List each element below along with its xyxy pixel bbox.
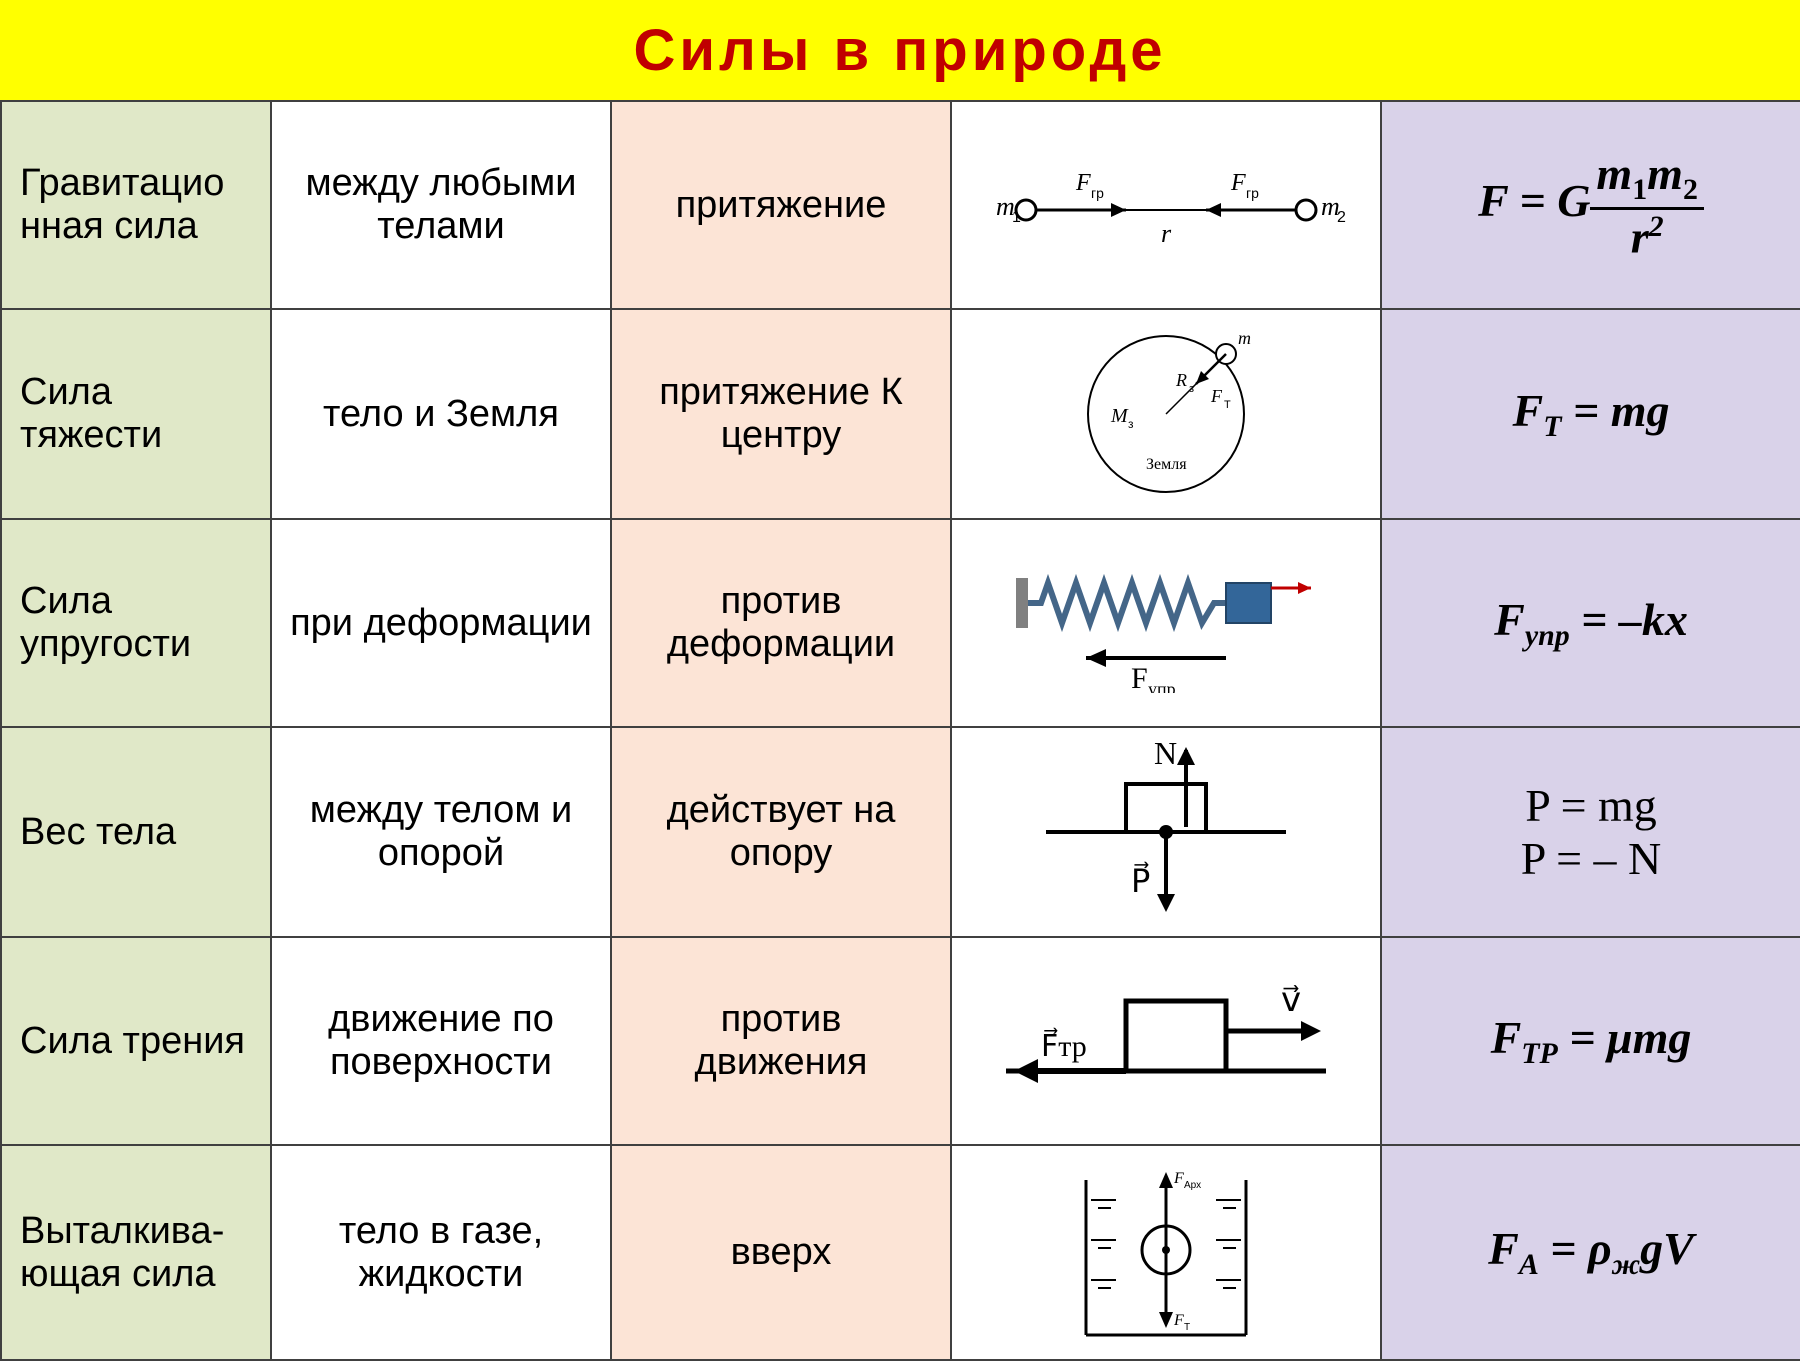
force-when: при деформации [271,519,611,727]
force-formula: P = mgP = – N [1381,727,1800,937]
weight-diagram-icon: N P⃗ [1026,732,1306,922]
svg-text:T: T [1184,1322,1190,1333]
force-when: движение по поверхности [271,937,611,1145]
svg-text:F⃗тр: F⃗тр [1041,1028,1087,1063]
force-formula: F = Gm1m2r2 [1381,101,1800,309]
force-diagram: v⃗ F⃗тр [951,937,1381,1145]
svg-text:Земля: Земля [1146,456,1187,473]
force-direction: вверх [611,1145,951,1360]
force-direction: действует на опору [611,727,951,937]
force-formula: FТР = μmg [1381,937,1800,1145]
force-when: тело и Земля [271,309,611,519]
force-name: Гравитацио нная сила [1,101,271,309]
force-name: Сила упругости [1,519,271,727]
svg-text:1: 1 [1012,209,1021,226]
svg-text:M: M [1110,405,1129,427]
svg-text:з: з [1128,417,1134,431]
spring-diagram-icon: Fупр [996,543,1336,693]
earth-gravity-diagram-icon: Mз Земля Rз m F⃗T [1056,314,1276,504]
force-direction: притяжение [611,101,951,309]
svg-text:гр: гр [1091,185,1104,201]
table-row: Вес тела между телом и опорой действует … [1,727,1800,937]
force-diagram: N P⃗ [951,727,1381,937]
svg-text:F: F [1131,662,1148,693]
svg-text:гр: гр [1246,185,1259,201]
svg-text:R: R [1175,370,1187,390]
force-formula: FT = mg [1381,309,1800,519]
svg-text:r: r [1161,219,1172,248]
svg-text:T: T [1224,399,1231,411]
friction-diagram-icon: v⃗ F⃗тр [986,956,1346,1116]
title-header: Силы в природе [0,0,1800,100]
force-diagram: m1 m2 F⃗гр F⃗гр r [951,101,1381,309]
force-diagram: Mз Земля Rз m F⃗T [951,309,1381,519]
force-formula: FA = ρжgV [1381,1145,1800,1360]
force-formula: Fупр = –kx [1381,519,1800,727]
page-title: Силы в природе [633,17,1166,84]
table-row: Сила тяжести тело и Земля притяжение К ц… [1,309,1800,519]
table-row: Выталкива-ющая сила тело в газе, жидкост… [1,1145,1800,1360]
table-row: Гравитацио нная сила между любыми телами… [1,101,1800,309]
svg-text:m: m [1238,328,1251,348]
gravitation-diagram-icon: m1 m2 F⃗гр F⃗гр r [976,140,1356,260]
svg-text:v⃗: v⃗ [1281,982,1301,1019]
force-name: Вес тела [1,727,271,937]
buoyancy-diagram-icon: F⃗Арх F⃗T [1056,1150,1276,1345]
svg-text:N: N [1154,735,1177,771]
svg-text:Арх: Арх [1184,1180,1201,1191]
force-diagram: F⃗Арх F⃗T [951,1145,1381,1360]
svg-text:упр: упр [1148,679,1176,693]
table-row: Сила трения движение по поверхности прот… [1,937,1800,1145]
force-when: между телом и опорой [271,727,611,937]
svg-text:2: 2 [1337,209,1346,226]
svg-text:P⃗: P⃗ [1131,861,1150,899]
force-when: тело в газе, жидкости [271,1145,611,1360]
force-name: Выталкива-ющая сила [1,1145,271,1360]
force-when: между любыми телами [271,101,611,309]
table-row: Сила упругости при деформации против деф… [1,519,1800,727]
forces-table: Гравитацио нная сила между любыми телами… [0,100,1800,1361]
force-name: Сила тяжести [1,309,271,519]
force-direction: против движения [611,937,951,1145]
force-name: Сила трения [1,937,271,1145]
force-direction: против деформации [611,519,951,727]
svg-text:з: з [1189,383,1194,395]
force-direction: притяжение К центру [611,309,951,519]
force-diagram: Fупр [951,519,1381,727]
svg-text:F⃗: F⃗ [1210,386,1236,406]
